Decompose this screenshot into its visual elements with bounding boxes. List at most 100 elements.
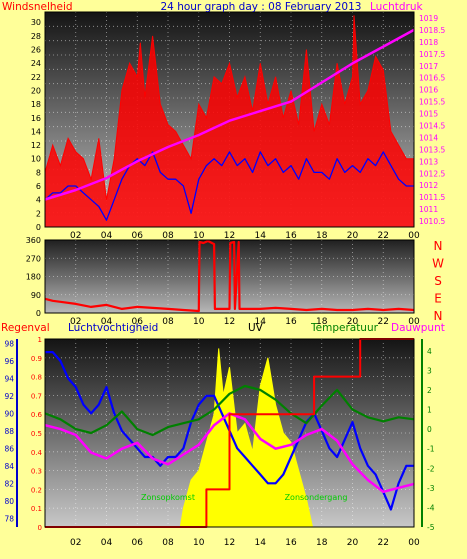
wind-x-tick-02: 02 bbox=[70, 231, 81, 241]
pressure-y-tick-1016: 1016 bbox=[419, 86, 438, 95]
uv-label: UV bbox=[248, 322, 264, 334]
dewpoint-label: Dauwpunt bbox=[391, 322, 445, 334]
wind-x-tick-04: 04 bbox=[101, 231, 113, 241]
pressure-right-label: Luchtdruk bbox=[370, 1, 424, 13]
temperature-y-tick--1: -1 bbox=[427, 445, 435, 454]
temperature-y-tick-1: 1 bbox=[427, 406, 432, 415]
direction-y-tick-0: 0 bbox=[36, 309, 41, 318]
sunrise-label: Zonsopkomst bbox=[141, 493, 195, 502]
pressure-y-tick-1015: 1015 bbox=[419, 110, 438, 119]
wind-left-label: Windsnelheid bbox=[2, 1, 73, 13]
rain-y-tick-1: 1 bbox=[38, 336, 42, 344]
rain-y-tick-0.9: 0.9 bbox=[31, 355, 42, 363]
wind-y-tick-20: 20 bbox=[31, 86, 41, 95]
wind-y-tick-0: 0 bbox=[36, 223, 41, 232]
wind-x-tick-16: 16 bbox=[285, 231, 297, 241]
direction-x-tick-16: 16 bbox=[285, 317, 297, 327]
wind-x-tick-18: 18 bbox=[316, 231, 328, 241]
humidity-y-tick-92: 92 bbox=[4, 392, 14, 401]
climate-x-tick-02: 02 bbox=[70, 538, 81, 548]
pressure-y-tick-1013: 1013 bbox=[419, 157, 438, 166]
direction-compass-label-4: N bbox=[434, 309, 443, 323]
rain-y-tick-0.8: 0.8 bbox=[31, 374, 42, 382]
wind-x-tick-20: 20 bbox=[347, 231, 359, 241]
pressure-y-tick-1016.5: 1016.5 bbox=[419, 74, 445, 83]
humidity-y-tick-94: 94 bbox=[4, 374, 14, 383]
pressure-y-tick-1013.5: 1013.5 bbox=[419, 145, 445, 154]
direction-y-tick-180: 180 bbox=[26, 273, 41, 282]
direction-x-tick-08: 08 bbox=[162, 317, 174, 327]
climate-x-tick-12: 12 bbox=[224, 538, 235, 548]
humidity-y-tick-90: 90 bbox=[4, 409, 14, 418]
wind-x-tick-06: 06 bbox=[132, 231, 144, 241]
direction-y-tick-360: 360 bbox=[26, 236, 41, 245]
pressure-y-tick-1011: 1011 bbox=[419, 205, 438, 214]
humidity-y-tick-86: 86 bbox=[4, 444, 14, 453]
humidity-y-tick-80: 80 bbox=[4, 497, 14, 506]
pressure-y-tick-1018: 1018 bbox=[419, 38, 438, 47]
temperature-y-tick-2: 2 bbox=[427, 386, 432, 395]
pressure-y-tick-1012.5: 1012.5 bbox=[419, 169, 445, 178]
pressure-y-tick-1014: 1014 bbox=[419, 133, 438, 142]
temperature-y-tick-3: 3 bbox=[427, 366, 432, 375]
direction-compass-label-1: W bbox=[432, 257, 444, 271]
humidity-y-tick-98: 98 bbox=[4, 339, 14, 348]
wind-y-tick-2: 2 bbox=[36, 209, 41, 218]
humidity-y-tick-78: 78 bbox=[4, 514, 14, 523]
wind-x-tick-12: 12 bbox=[224, 231, 235, 241]
humidity-label: Luchtvochtigheid bbox=[68, 322, 158, 334]
direction-x-tick-20: 20 bbox=[347, 317, 359, 327]
wind-x-tick-00: 00 bbox=[408, 231, 420, 241]
pressure-line bbox=[44, 28, 415, 201]
climate-x-tick-22: 22 bbox=[378, 538, 389, 548]
climate-x-tick-08: 08 bbox=[162, 538, 174, 548]
climate-x-tick-20: 20 bbox=[347, 538, 359, 548]
rain-y-tick-0.2: 0.2 bbox=[31, 486, 42, 494]
climate-x-tick-04: 04 bbox=[101, 538, 113, 548]
wind-panel-border bbox=[44, 11, 415, 228]
direction-x-tick-02: 02 bbox=[70, 317, 81, 327]
direction-x-tick-00: 00 bbox=[408, 317, 420, 327]
temperature-y-tick-0: 0 bbox=[427, 425, 432, 434]
wind-y-tick-26: 26 bbox=[31, 46, 41, 55]
wind-x-tick-14: 14 bbox=[255, 231, 267, 241]
rain-line bbox=[45, 338, 414, 528]
pressure-y-tick-1011.5: 1011.5 bbox=[419, 193, 445, 202]
direction-x-tick-14: 14 bbox=[255, 317, 267, 327]
uv-area bbox=[179, 348, 313, 528]
rain-y-tick-0.7: 0.7 bbox=[31, 392, 42, 400]
wind-chart-title: 24 hour graph day : 08 February 2013 bbox=[161, 1, 362, 13]
direction-x-tick-10: 10 bbox=[193, 317, 205, 327]
rain-label: Regenval bbox=[1, 322, 50, 334]
humidity-y-tick-82: 82 bbox=[4, 479, 14, 488]
climate-x-tick-10: 10 bbox=[193, 538, 205, 548]
wind-y-tick-16: 16 bbox=[31, 114, 41, 123]
pressure-y-tick-1010.5: 1010.5 bbox=[419, 217, 445, 226]
temperature-y-tick-4: 4 bbox=[427, 347, 432, 356]
temperature-y-tick--2: -2 bbox=[427, 464, 435, 473]
wind-y-tick-22: 22 bbox=[31, 73, 41, 82]
temperature-y-tick--3: -3 bbox=[427, 484, 435, 493]
rain-y-tick-0.5: 0.5 bbox=[31, 430, 42, 438]
climate-x-tick-16: 16 bbox=[285, 538, 297, 548]
direction-compass-label-2: S bbox=[434, 274, 442, 288]
climate-x-tick-14: 14 bbox=[255, 538, 267, 548]
wind-x-tick-08: 08 bbox=[162, 231, 174, 241]
direction-panel-border bbox=[44, 239, 415, 314]
rain-y-tick-0.1: 0.1 bbox=[31, 505, 42, 513]
wind-y-tick-18: 18 bbox=[31, 100, 41, 109]
pressure-y-tick-1012: 1012 bbox=[419, 181, 438, 190]
wind-y-tick-6: 6 bbox=[36, 182, 41, 191]
pressure-y-tick-1017.5: 1017.5 bbox=[419, 50, 445, 59]
humidity-y-tick-84: 84 bbox=[4, 462, 14, 471]
direction-x-tick-12: 12 bbox=[224, 317, 235, 327]
pressure-y-tick-1019: 1019 bbox=[419, 14, 438, 23]
wind-y-tick-4: 4 bbox=[36, 196, 41, 205]
pressure-y-tick-1017: 1017 bbox=[419, 62, 438, 71]
wind-y-tick-10: 10 bbox=[31, 155, 41, 164]
wind-y-tick-8: 8 bbox=[36, 168, 41, 177]
direction-x-tick-22: 22 bbox=[378, 317, 389, 327]
direction-y-tick-270: 270 bbox=[26, 254, 41, 263]
